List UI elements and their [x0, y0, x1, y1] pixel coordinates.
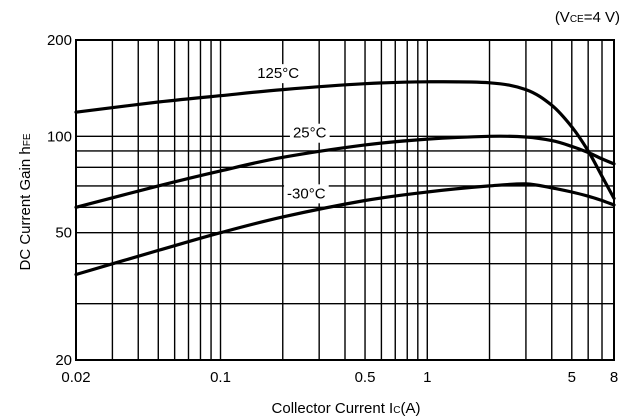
x-tick-label: 5 [568, 369, 576, 386]
x-axis-label: Collector Current IC(A) [272, 400, 421, 417]
series-label-bg [254, 64, 303, 84]
series-line-25c [74, 134, 616, 209]
condition-note: (VCE=4 V) [555, 9, 620, 26]
x-tick-labels: 0.02 0.1 0.5 1 5 8 [61, 369, 618, 386]
y-tick-label: 20 [55, 352, 72, 369]
x-tick-label: 0.5 [355, 369, 376, 386]
y-tick-label: 200 [47, 32, 72, 49]
y-axis-label: DC Current Gain hFE [17, 133, 34, 270]
x-tick-label: 0.02 [61, 369, 90, 386]
grid [76, 40, 614, 360]
series-line--30c [74, 182, 616, 277]
curves: 125°C 25°C -30°C [74, 64, 616, 277]
x-tick-label: 1 [423, 369, 431, 386]
series-label-125c: 125°C [257, 65, 299, 82]
series-label--30c: -30°C [287, 185, 326, 202]
x-tick-label: 0.1 [210, 369, 231, 386]
series-label-bg [289, 123, 330, 143]
x-tick-label: 8 [610, 369, 618, 386]
y-tick-label: 50 [55, 225, 72, 242]
y-tick-label: 100 [47, 128, 72, 145]
series-label-25c: 25°C [293, 125, 327, 142]
series-label-bg [284, 184, 329, 204]
y-tick-labels: 20 50 100 200 [47, 32, 72, 369]
